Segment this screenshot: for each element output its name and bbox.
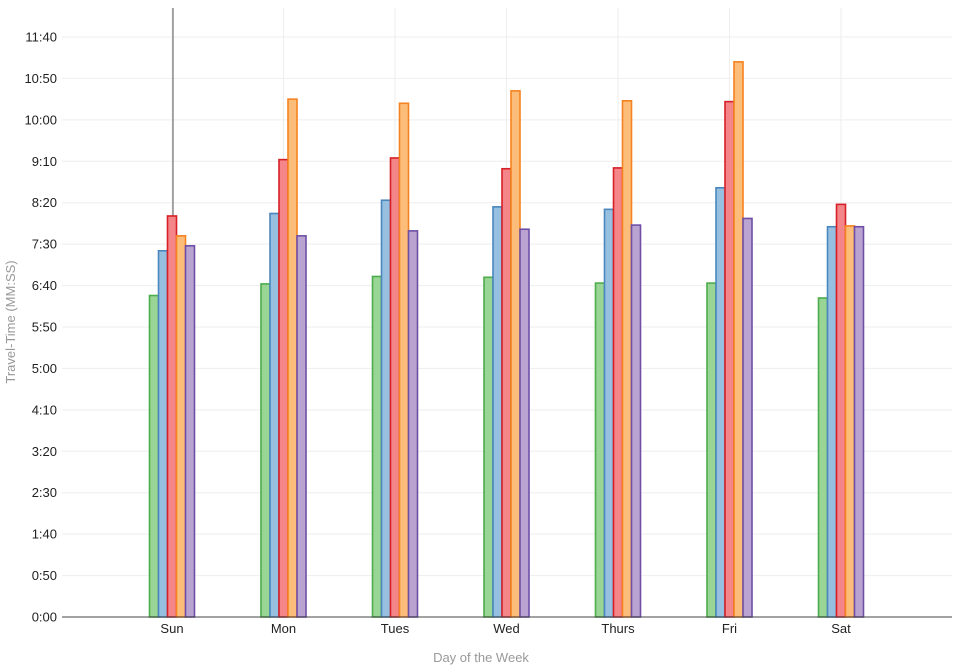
bar[interactable] — [287, 98, 298, 618]
bar[interactable] — [492, 206, 503, 618]
bars — [148, 61, 865, 618]
bar[interactable] — [148, 294, 160, 618]
y-tick-label: 1:40 — [32, 527, 57, 542]
bar[interactable] — [371, 275, 383, 618]
y-tick-label: 11:40 — [25, 30, 57, 45]
bar[interactable] — [407, 230, 419, 618]
bar[interactable] — [519, 228, 530, 618]
bar[interactable] — [706, 282, 717, 618]
x-tick-label: Sat — [831, 621, 851, 636]
x-tick-label: Sun — [160, 621, 183, 636]
y-tick-label: 5:50 — [32, 320, 57, 335]
bar[interactable] — [715, 187, 726, 618]
x-tick-label: Thurs — [601, 621, 635, 636]
y-axis-title: Travel-Time (MM:SS) — [3, 260, 18, 383]
bar[interactable] — [269, 212, 280, 618]
bar[interactable] — [835, 203, 847, 618]
bar[interactable] — [175, 235, 187, 618]
bar[interactable] — [483, 276, 494, 618]
y-tick-label: 10:00 — [24, 112, 57, 127]
bar[interactable] — [389, 157, 401, 618]
bar[interactable] — [260, 283, 271, 618]
y-tick-label: 7:30 — [32, 237, 57, 252]
bar[interactable] — [844, 225, 856, 618]
y-tick-label: 5:00 — [32, 361, 57, 376]
bar[interactable] — [621, 100, 633, 618]
bar[interactable] — [826, 225, 838, 618]
y-tick-label: 0:00 — [32, 610, 57, 625]
x-axis-ticks: Sun Mon Tues Wed Thurs Fri Sat — [160, 621, 851, 636]
x-tick-label: Fri — [722, 621, 737, 636]
bar[interactable] — [184, 245, 196, 618]
bar[interactable] — [603, 208, 615, 618]
bar[interactable] — [501, 167, 512, 618]
y-tick-label: 9:10 — [32, 154, 57, 169]
bar[interactable] — [733, 61, 744, 618]
bar[interactable] — [594, 282, 606, 618]
y-tick-label: 8:20 — [32, 195, 57, 210]
bar[interactable] — [380, 199, 392, 618]
x-tick-label: Wed — [493, 621, 520, 636]
bar[interactable] — [612, 167, 624, 618]
x-axis-title: Day of the Week — [433, 650, 529, 665]
y-tick-label: 3:20 — [32, 444, 57, 459]
x-tick-label: Mon — [271, 621, 296, 636]
x-tick-label: Tues — [381, 621, 410, 636]
bar[interactable] — [510, 90, 521, 618]
y-tick-label: 0:50 — [32, 568, 57, 583]
bar[interactable] — [817, 297, 829, 618]
bar[interactable] — [742, 217, 753, 618]
bar[interactable] — [166, 215, 178, 618]
bar[interactable] — [296, 235, 307, 618]
bar[interactable] — [853, 225, 865, 618]
y-tick-label: 4:10 — [32, 402, 57, 417]
y-axis-ticks: 0:00 0:50 1:40 2:30 3:20 4:10 5:00 5:50 6:40 7:30… — [24, 30, 57, 625]
bar[interactable] — [724, 100, 735, 618]
bar[interactable] — [157, 249, 169, 618]
y-tick-label: 6:40 — [32, 278, 57, 293]
y-tick-label: 2:30 — [32, 485, 57, 500]
bar[interactable] — [278, 158, 289, 618]
y-tick-label: 10:50 — [24, 71, 57, 86]
bar[interactable] — [398, 102, 410, 618]
bar[interactable] — [630, 224, 642, 618]
